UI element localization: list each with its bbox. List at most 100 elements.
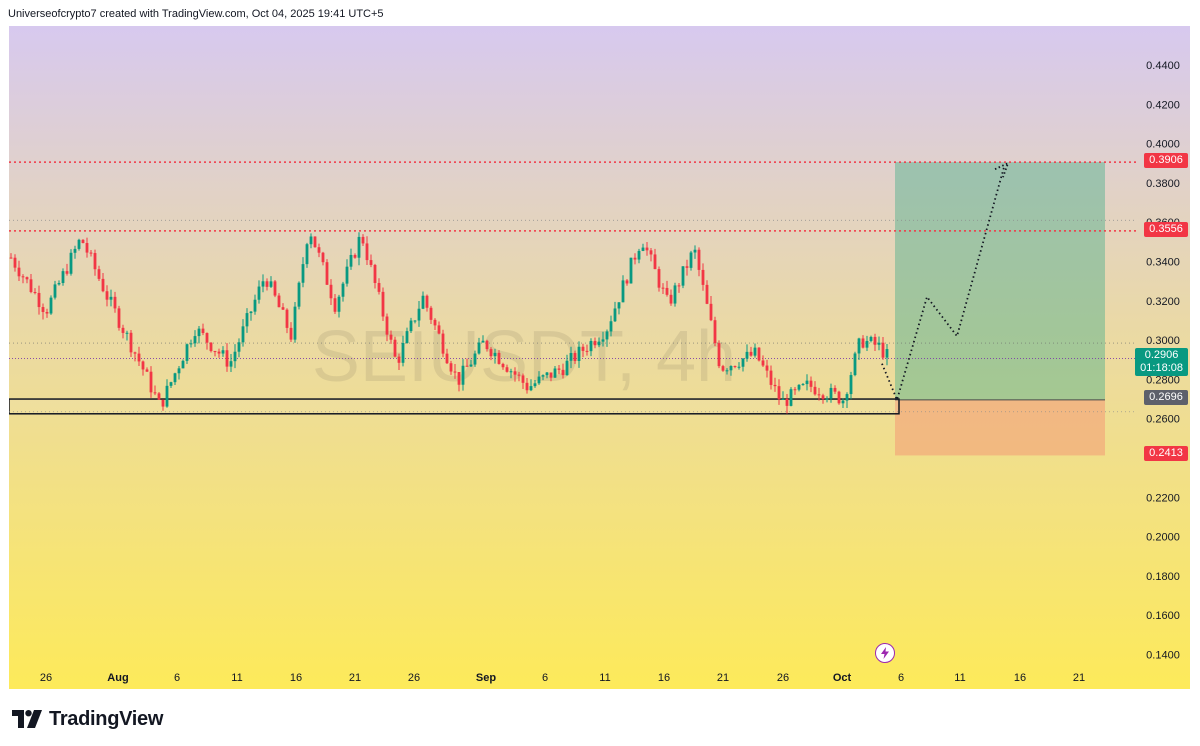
candle-body [321,252,325,263]
candle-body [529,386,533,391]
candle-body [45,311,49,314]
candle-body [549,372,553,378]
x-axis-tick-label: 6 [898,672,904,684]
candle-body [857,338,861,354]
candle-body [201,328,205,334]
candle-body [413,320,417,322]
candle-body [345,266,349,284]
candle-body [169,382,173,386]
candle-body [505,367,509,372]
candle-body [29,279,33,293]
candle-body [193,336,197,344]
candle-body [593,340,597,346]
y-axis-tick-label: 0.3800 [1146,178,1180,190]
candle-body [485,340,489,350]
candle-body [637,250,641,260]
candle-body [601,339,605,342]
candle-body [153,392,157,394]
candle-body [225,350,229,367]
x-axis-tick-label: 21 [717,672,729,684]
candle-body [425,295,429,308]
candle-body [797,384,801,390]
candle-body [641,247,645,251]
candle-body [277,295,281,308]
candle-body [737,366,741,368]
candle-body [793,389,797,391]
candle-body [481,340,485,343]
candle-body [293,306,297,340]
candle-body [453,371,457,373]
candle-body [525,382,529,391]
candle-body [137,353,141,362]
candle-body [217,351,221,354]
target-zone[interactable] [895,162,1105,400]
candle-body [149,371,153,393]
y-axis-tick-label: 0.2200 [1146,492,1180,504]
candle-body [885,349,889,358]
y-axis-tick-label: 0.2800 [1146,374,1180,386]
chart-attribution: Universeofcrypto7 created with TradingVi… [8,8,384,20]
candle-body [273,281,277,296]
x-axis-tick-label: 11 [231,672,242,684]
candle-body [781,398,785,400]
candle-body [845,394,849,401]
candle-body [873,336,877,345]
stop-zone[interactable] [895,399,1105,456]
candle-body [765,365,769,371]
candle-body [613,308,617,322]
price-chart[interactable]: SEIUSDT, 4h 0.44000.42000.40000.38000.36… [9,26,1190,689]
candle-body [197,328,201,337]
candle-body [305,244,309,265]
candle-body [9,257,13,259]
candle-body [725,370,729,372]
candle-body [553,368,557,378]
x-axis-tick-label: 16 [290,672,302,684]
candle-body [421,295,425,309]
candle-body [789,389,793,406]
lightning-icon[interactable] [875,643,895,663]
x-axis-tick-label: 16 [1014,672,1026,684]
candle-body [489,349,493,357]
candle-body [685,266,689,268]
candle-body [837,391,841,404]
candle-body [37,292,41,308]
candle-body [261,281,265,287]
candle-body [817,394,821,396]
candle-body [317,247,321,253]
candle-body [237,342,241,352]
candle-body [449,363,453,372]
candle-body [681,266,685,286]
candle-body [777,386,781,400]
candle-body [433,319,437,326]
x-axis-tick-label: 26 [408,672,420,684]
candle-body [657,269,661,288]
candle-body [697,249,701,270]
candle-body [129,332,133,353]
candle-body [301,264,305,283]
candle-body [249,311,253,314]
candle-body [621,280,625,303]
support-zone[interactable] [9,398,900,415]
candle-body [241,326,245,343]
candle-body [429,307,433,320]
candle-body [689,252,693,268]
candle-body [609,321,613,332]
candle-body [729,366,733,371]
candle-body [653,254,657,270]
candle-body [89,252,93,254]
x-axis-tick-label: 6 [174,672,180,684]
chart-area[interactable]: SEIUSDT, 4h 0.44000.42000.40000.38000.36… [9,26,1190,689]
tradingview-logo[interactable]: TradingView [12,706,163,732]
candle-body [113,296,117,309]
candle-body [441,333,445,354]
x-axis-tick-label: 6 [542,672,548,684]
candle-body [829,387,833,399]
candle-body [869,336,873,341]
candle-body [501,363,505,368]
candle-body [709,303,713,321]
candle-body [61,271,65,283]
candle-body [705,284,709,304]
candle-body [445,353,449,364]
candle-body [365,243,369,261]
candle-body [521,375,525,383]
